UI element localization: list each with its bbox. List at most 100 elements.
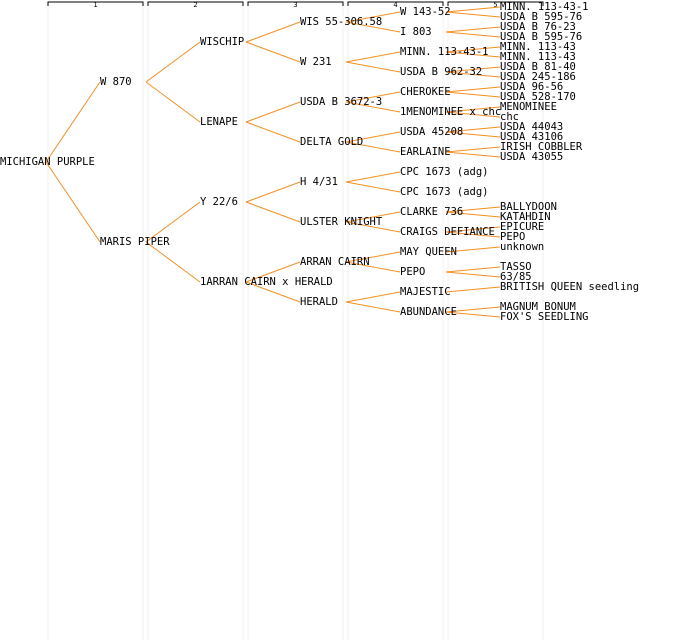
column-header: 1 [93, 1, 97, 9]
node-label: MAGNUM BONUM [500, 301, 576, 313]
node-label: EARLAINE [400, 146, 451, 158]
edge [345, 291, 401, 303]
node-label: MINN. 113-43 [500, 41, 576, 53]
node-label: BALLYDOON [500, 201, 557, 213]
edge [345, 61, 401, 73]
edge [445, 91, 501, 98]
node-label: PEPO [500, 231, 525, 243]
node-label: 1ARRAN CAIRN x HERALD [200, 276, 333, 288]
edge [345, 251, 401, 263]
edge [145, 241, 201, 283]
edge [245, 281, 301, 303]
node-label: MINN. 113-43 [500, 51, 576, 63]
column-bracket [247, 1, 344, 6]
edge [445, 271, 501, 278]
node-label: CHEROKEE [400, 86, 451, 98]
node-label: HERALD [300, 296, 338, 308]
edge [445, 306, 501, 313]
edge [445, 11, 501, 18]
edge [345, 141, 401, 153]
node-label: CPC 1673 (adg) [400, 186, 489, 198]
node-label: WISCHIP [200, 36, 244, 48]
node-label: USDA 43055 [500, 151, 563, 163]
edge [445, 86, 501, 93]
node-label: MINN. 113-43-1 [500, 1, 589, 13]
labels: MICHIGAN PURPLE W 870 WISCHIP WIS 55-306.58… [0, 1, 639, 323]
edge [445, 131, 501, 138]
node-label: CRAIGS DEFIANCE [400, 226, 495, 238]
edge [445, 226, 501, 233]
node-label: TASSO [500, 261, 532, 273]
node-label: MARIS PIPER [100, 236, 170, 248]
edge [345, 131, 401, 143]
node-label: USDA 44043 [500, 121, 563, 133]
node-label: ULSTER KNIGHT [300, 216, 383, 228]
edge [445, 71, 501, 78]
node-label: USDA 96-56 [500, 81, 563, 93]
node-label: DELTA GOLD [300, 136, 363, 148]
node-label: EPICURE [500, 221, 544, 233]
edge [445, 126, 501, 133]
node-label: BRITISH QUEEN seedling [500, 281, 639, 293]
edge [445, 206, 501, 213]
node-label: USDA 45208 [400, 126, 463, 138]
edge [245, 181, 301, 203]
edge [445, 106, 501, 113]
node-label: USDA 245-186 [500, 71, 576, 83]
column-bracket [147, 1, 244, 6]
edges [45, 2, 544, 640]
node-label: I 803 [400, 26, 432, 38]
column-bracket [347, 1, 444, 6]
edge [245, 121, 301, 143]
edge [445, 31, 501, 38]
edge [245, 201, 301, 223]
node-label: W 870 [100, 76, 132, 88]
node-label: IRISH COBBLER [500, 141, 583, 153]
node-label: PEPO [400, 266, 425, 278]
node-label: unknown [500, 241, 544, 253]
node-label: USDA 528-170 [500, 91, 576, 103]
node-label: USDA B 595-76 [500, 31, 582, 43]
column-bracket [447, 1, 544, 6]
edge [445, 146, 501, 153]
edge [345, 171, 401, 183]
edge [345, 221, 401, 233]
node-label: 63/85 [500, 271, 532, 283]
edge [145, 201, 201, 243]
node-label: USDA B 3672-3 [300, 96, 382, 108]
node-label: H 4/31 [300, 176, 338, 188]
node-label: ARRAN CAIRN [300, 256, 370, 268]
node-label: Y 22/6 [200, 196, 238, 208]
edge [445, 6, 501, 13]
edge [345, 51, 401, 63]
node-label: MINN. 113-43-1 [400, 46, 489, 58]
edge [445, 111, 501, 118]
edge [345, 301, 401, 313]
node-label: MICHIGAN PURPLE [0, 156, 95, 168]
node-label: ABUNDANCE [400, 306, 457, 318]
edge [445, 286, 501, 293]
node-label: chc [500, 111, 519, 123]
node-label: LENAPE [200, 116, 238, 128]
node-label: USDA B 962-32 [400, 66, 482, 78]
edge [445, 231, 501, 238]
node-label: MENOMINEE [500, 101, 557, 113]
column-bracket [47, 1, 144, 6]
edge [445, 26, 501, 33]
edge [345, 211, 401, 223]
edge [445, 246, 501, 253]
edge [245, 41, 301, 63]
edge [445, 66, 501, 73]
node-label: USDA B 81-40 [500, 61, 576, 73]
node-label: CLARKE 736 [400, 206, 463, 218]
edge [145, 41, 201, 83]
edge [445, 151, 501, 158]
node-label: W 143-52 [400, 6, 451, 18]
column-header: 2 [193, 1, 197, 9]
node-label: KATAHDIN [500, 211, 551, 223]
edge [45, 161, 101, 243]
edge [345, 21, 401, 33]
edge [445, 311, 501, 318]
